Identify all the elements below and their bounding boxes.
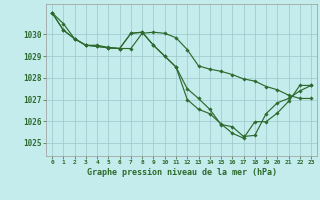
X-axis label: Graphe pression niveau de la mer (hPa): Graphe pression niveau de la mer (hPa)	[87, 168, 276, 177]
